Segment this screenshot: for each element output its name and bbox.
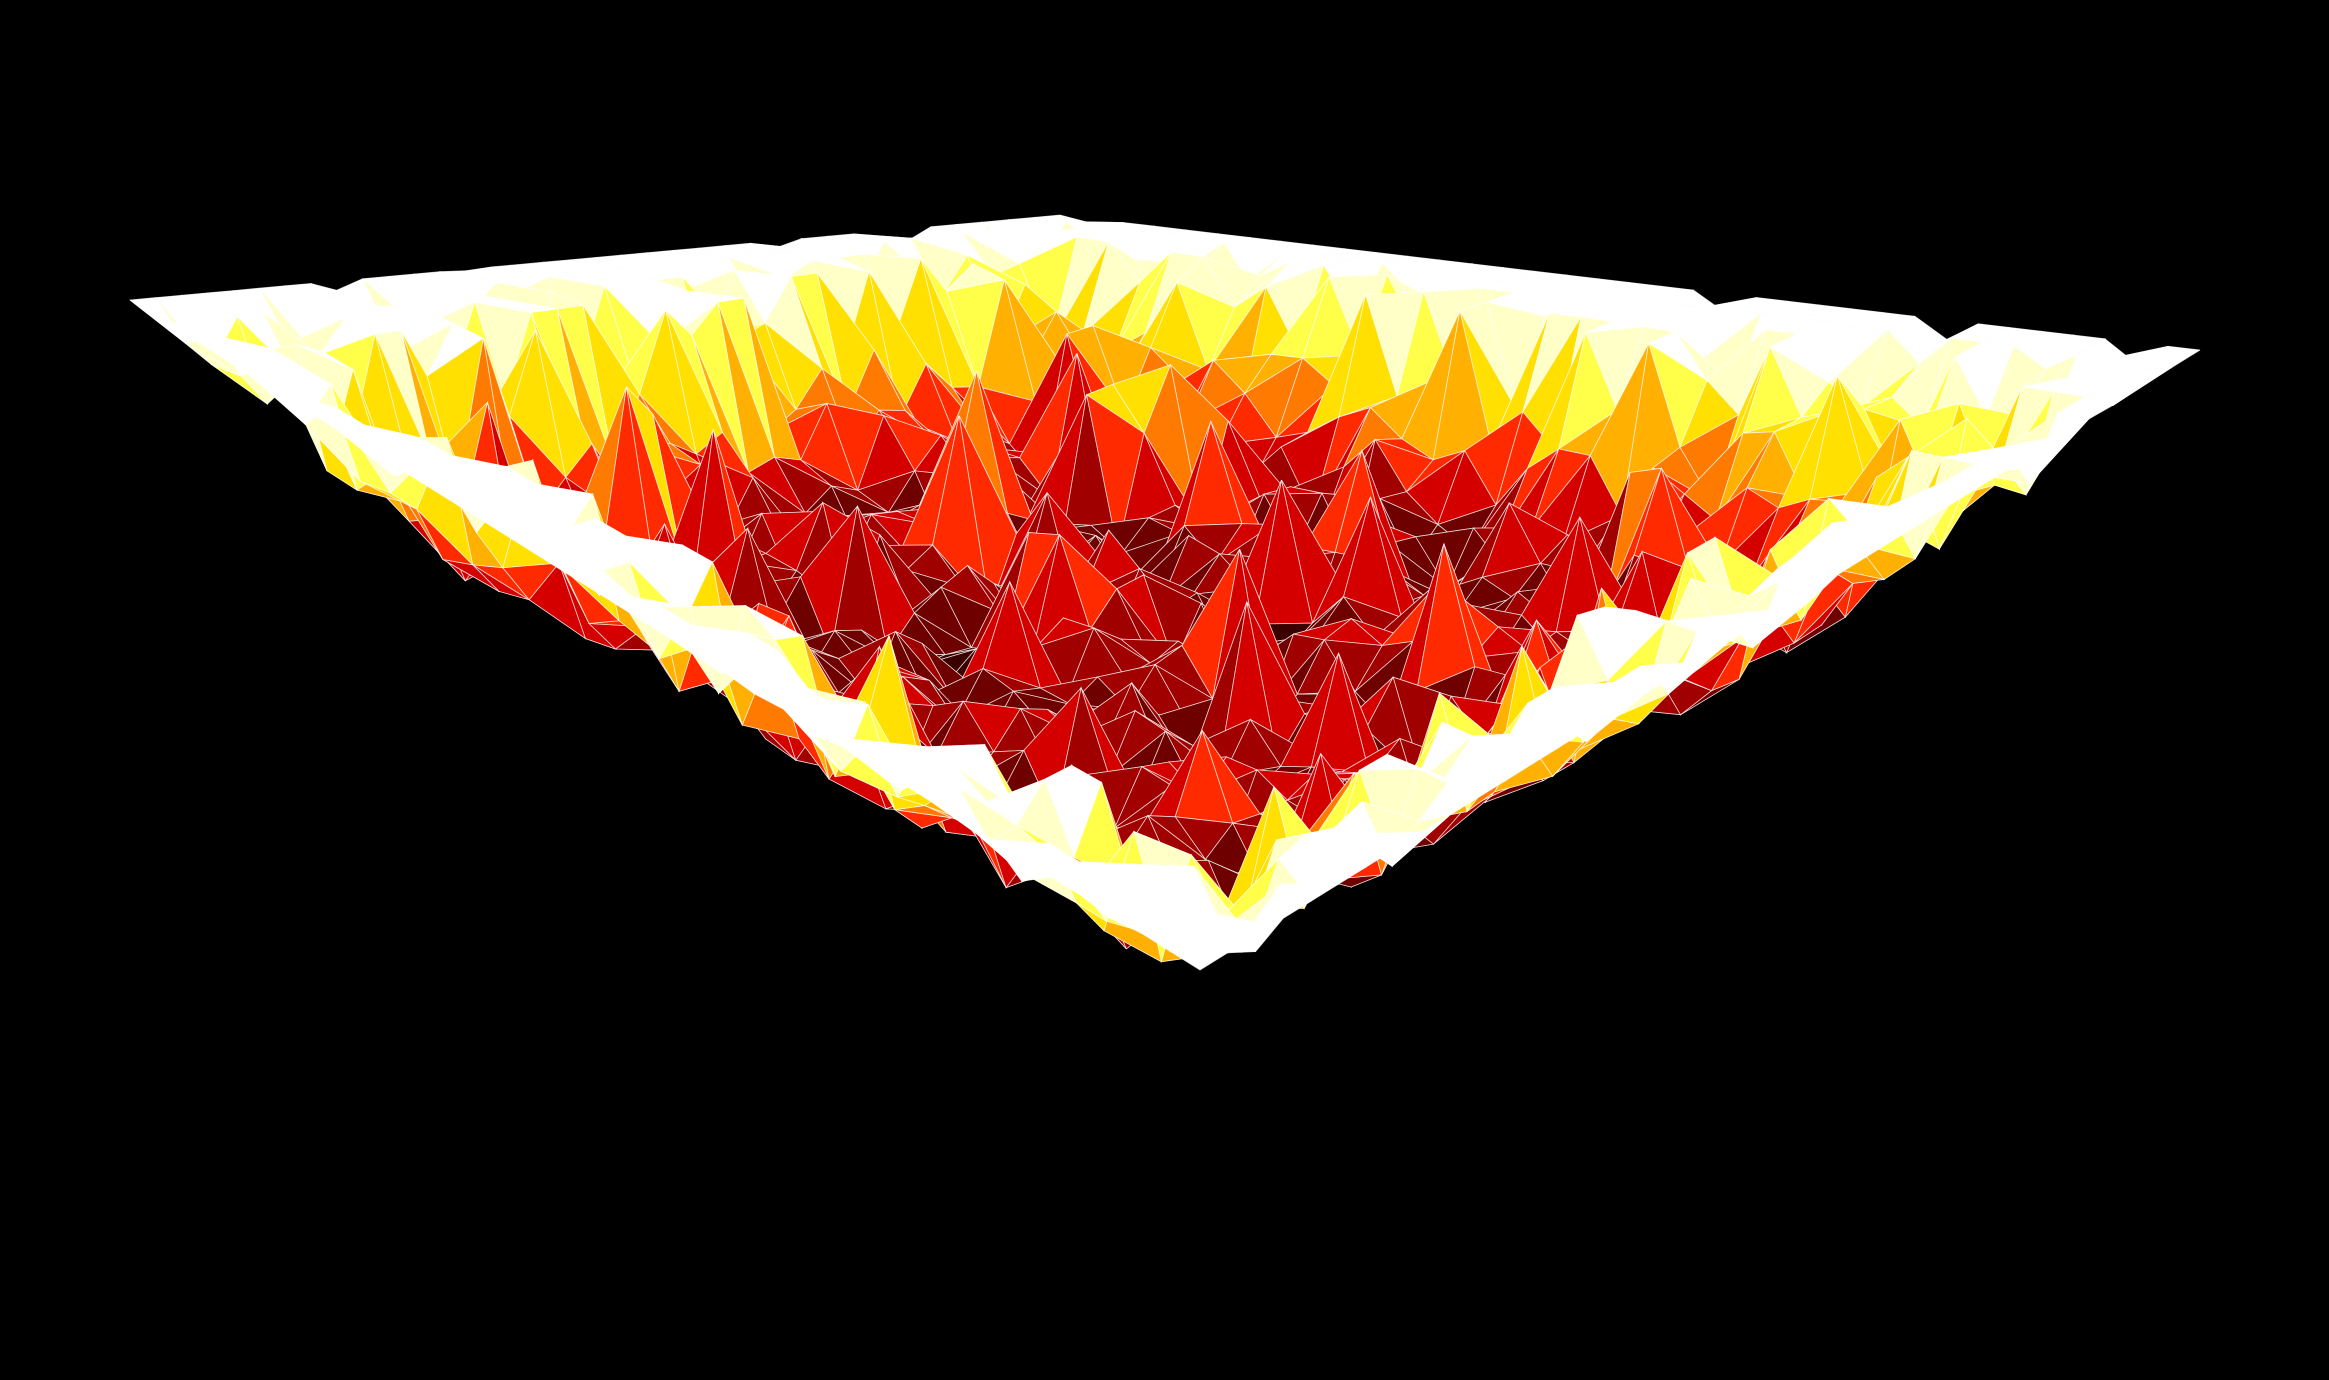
terrain-triangle xyxy=(1168,950,1230,971)
terrain-faces xyxy=(128,214,2201,971)
